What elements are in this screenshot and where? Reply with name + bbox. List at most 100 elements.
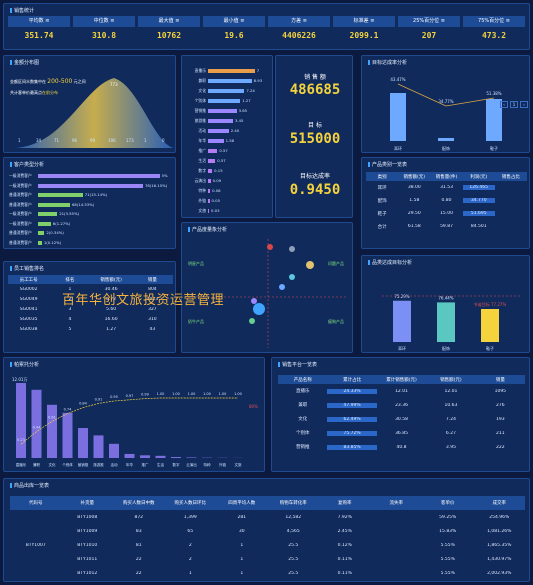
employee-row[interactable]: SG0049 2 6.72 1023 bbox=[8, 294, 173, 304]
goal-pct: 51.38% bbox=[486, 91, 501, 96]
employee-cell: 327 bbox=[148, 306, 157, 312]
hbar-label: 营销推 bbox=[194, 108, 206, 113]
detail-cell: 2.45% bbox=[337, 528, 352, 534]
product-header: 销售额(元) bbox=[440, 377, 462, 383]
pareto-threshold-label: 80% bbox=[249, 404, 258, 409]
product-cell: 兼职 bbox=[298, 403, 308, 408]
customer-label: 一级消费客户 bbox=[9, 173, 32, 178]
page-prev-button[interactable]: ‹ bbox=[500, 101, 508, 108]
employee-cell: 5.60 bbox=[106, 306, 117, 312]
cat-row[interactable]: 配饰 1.58 0.80 34.770 bbox=[366, 194, 527, 207]
employee-row[interactable]: SG0035 4 16.60 310 bbox=[8, 314, 173, 324]
hbar-value: 8.93 bbox=[253, 78, 263, 83]
employee-cell: 2 bbox=[68, 296, 72, 302]
product-header-row: 产品名称 累计占比 累计销售额(元) 销售额(元) 销量 bbox=[278, 375, 525, 384]
goal2-bar bbox=[481, 309, 499, 342]
employee-row[interactable]: SG0041 3 5.60 327 bbox=[8, 304, 173, 314]
distribution-chart bbox=[14, 78, 174, 148]
pareto-bar bbox=[109, 443, 119, 458]
employee-cell: 5 bbox=[68, 326, 72, 332]
product-row[interactable]: 营销推 83.85% 40.8 3.95 222 bbox=[278, 440, 525, 454]
kpi-panel: 销 售 额 486685 目 标 515000 目标达成率 0.9450 bbox=[275, 55, 353, 218]
employee-row[interactable]: SG0038 5 1.27 43 bbox=[8, 324, 173, 334]
pareto-bar bbox=[171, 457, 181, 458]
employee-title: 员工销售排名 bbox=[10, 265, 44, 272]
cat-cell: 126.465 bbox=[462, 185, 495, 190]
pareto-cat: 数字 bbox=[173, 462, 180, 467]
cat-cell: 34.770 bbox=[462, 198, 495, 203]
detail-cell: 65 bbox=[187, 528, 194, 534]
detail-cell: 5.55% bbox=[440, 542, 455, 548]
cat-cell: 29.50 bbox=[407, 211, 421, 216]
pareto-line-label: 0.74 bbox=[64, 408, 73, 412]
product-cell: 193 bbox=[496, 416, 505, 422]
product-row[interactable]: 文化 62.49% 30.58 7.24 193 bbox=[278, 412, 525, 426]
detail-row[interactable]: BTY1008 872 1,399 281 12,582 7.92% 59.25% 254.9… bbox=[10, 510, 525, 524]
product-row[interactable]: 兼职 47.99% 23.36 10.63 276 bbox=[278, 398, 525, 412]
hbar-value: 0.57 bbox=[217, 158, 226, 163]
employee-cell: 804 bbox=[148, 286, 157, 292]
employee-panel: 员工销售排名 员工工号 排名 销售额(元) 销量 SG0002 1 30.46 804 SG00… bbox=[3, 261, 176, 353]
hbar-value: 0.08 bbox=[212, 188, 221, 193]
detail-cell: BTY1011 bbox=[77, 556, 98, 562]
quadrant-question: 问题产品 bbox=[328, 261, 344, 266]
stat-value: 2099.1 bbox=[349, 31, 379, 40]
dist-bar-label: 99 bbox=[90, 138, 96, 143]
goal-cat: 配饰 bbox=[442, 145, 450, 151]
product-table-panel: 销售平台一览表 产品名称 累计占比 累计销售额(元) 销售额(元) 销量 直播乐 24.33… bbox=[271, 101, 530, 472]
detail-cell: BTY1009 bbox=[77, 528, 98, 534]
pareto-bar bbox=[62, 412, 73, 458]
employee-cell: 310 bbox=[148, 316, 157, 322]
pareto-line-label: 0.95 bbox=[110, 395, 118, 399]
pareto-line-label: 1.00 bbox=[172, 392, 180, 396]
hbar-label: 推广 bbox=[198, 148, 206, 153]
product-row[interactable]: 直播乐 24.33% 12.01 12.01 1095 bbox=[278, 384, 525, 398]
quadrant-cow: 奶牛产品 bbox=[188, 319, 204, 324]
customer-label: 普通消费客户 bbox=[9, 239, 32, 245]
detail-row[interactable]: BTY1009 83 65 30 4,565 2.45% 15.83% 1,081.26% bbox=[10, 524, 525, 538]
hbar-bar bbox=[208, 139, 224, 143]
page-next-button[interactable]: › bbox=[520, 101, 528, 108]
hbar-value: 7.24 bbox=[246, 88, 255, 93]
employee-row[interactable]: SG0002 1 30.46 804 bbox=[8, 284, 173, 294]
hbar-bar bbox=[208, 169, 213, 173]
cat-cell: 鞋子 bbox=[377, 211, 387, 217]
hbar-label: 直播乐 bbox=[194, 68, 206, 73]
goal2-pct: 节省目标 77.27% bbox=[474, 301, 507, 307]
product-header: 累计占比 bbox=[343, 377, 362, 383]
customer-bar bbox=[38, 221, 51, 226]
detail-row[interactable]: BTY1011 22 2 1 25.5 0.11% 5.55% 1,430.97% bbox=[10, 552, 525, 566]
goal-pct: 34.77% bbox=[438, 99, 453, 104]
product-cell: 40.8 bbox=[396, 444, 407, 450]
product-cell: 47.99% bbox=[327, 402, 377, 408]
pareto-cat: 云演出 bbox=[186, 462, 197, 467]
cat-cell: 配饰 bbox=[377, 198, 387, 204]
category-table-title: 产品类别一览表 bbox=[368, 161, 407, 168]
customer-title: 客户类型分析 bbox=[10, 161, 44, 168]
detail-row[interactable]: BTY1012 22 1 1 25.5 0.11% 5.55% 2,002.93% bbox=[10, 566, 525, 580]
dist-bar-label: 96 bbox=[72, 138, 78, 143]
customer-label: 普通消费客户 bbox=[9, 192, 32, 197]
product-row[interactable]: 个别体 75.72% 36.85 6.27 211 bbox=[278, 426, 525, 440]
goal-pct: 43.47% bbox=[390, 77, 405, 82]
detail-cell: 22 bbox=[135, 556, 142, 562]
customer-label: 一级消费客户 bbox=[9, 211, 32, 216]
customer-bar bbox=[38, 183, 143, 188]
cat-row[interactable]: 耳环 38.00 31.53 126.465 bbox=[366, 181, 527, 194]
cat-row[interactable]: 鞋子 29.50 15.00 51.695 bbox=[366, 207, 527, 220]
hbar-label: 数字 bbox=[198, 168, 206, 173]
stat-value: 310.8 bbox=[91, 31, 117, 40]
detail-cell: 5.55% bbox=[440, 570, 455, 576]
detail-row[interactable]: BTY1007 BTY1010 81 2 1 25.5 0.12% 5.55% 1,865.35… bbox=[10, 538, 525, 552]
employee-cell: 1 bbox=[68, 286, 72, 292]
product-cell: 276 bbox=[496, 402, 505, 408]
stat-header: 中位数 ≡ bbox=[73, 16, 135, 27]
detail-cell: 1 bbox=[188, 570, 192, 576]
product-header: 销量 bbox=[495, 377, 505, 383]
cat-row[interactable]: 合计 61.58 59.87 84.501 bbox=[366, 220, 527, 233]
detail-cell: 81 bbox=[135, 542, 142, 548]
product-cell: 12.01 bbox=[444, 388, 458, 394]
hbar-label: 文化 bbox=[198, 88, 206, 93]
cat-cell: 38.00 bbox=[407, 185, 421, 190]
stat-header: 标准差 ≡ bbox=[333, 16, 395, 27]
